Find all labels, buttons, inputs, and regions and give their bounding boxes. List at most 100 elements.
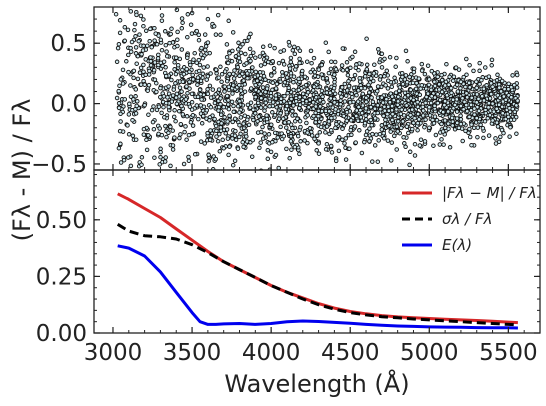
scatter-point xyxy=(305,121,309,125)
scatter-point xyxy=(407,131,411,135)
scatter-point xyxy=(464,85,468,89)
scatter-point xyxy=(146,89,150,93)
scatter-point xyxy=(459,80,463,84)
scatter-point xyxy=(146,44,150,48)
scatter-point xyxy=(219,126,223,130)
scatter-point xyxy=(246,118,250,122)
scatter-point xyxy=(433,104,437,108)
scatter-point xyxy=(306,114,310,118)
scatter-point xyxy=(226,103,230,107)
scatter-point xyxy=(418,144,422,148)
scatter-point xyxy=(138,71,142,75)
scatter-point xyxy=(136,100,140,104)
scatter-point xyxy=(221,138,225,142)
scatter-point xyxy=(233,206,237,210)
scatter-point xyxy=(256,101,260,105)
scatter-point xyxy=(416,100,420,104)
scatter-point xyxy=(277,117,281,121)
scatter-point xyxy=(415,81,419,85)
scatter-point xyxy=(324,148,328,152)
scatter-point xyxy=(445,62,449,66)
scatter-point xyxy=(180,27,184,31)
scatter-point xyxy=(153,61,157,65)
scatter-point xyxy=(347,79,351,83)
scatter-point xyxy=(118,129,122,133)
scatter-point xyxy=(382,137,386,141)
scatter-point xyxy=(348,101,352,105)
scatter-point xyxy=(498,86,502,90)
scatter-point xyxy=(115,60,119,64)
scatter-point xyxy=(368,127,372,131)
scatter-point xyxy=(375,133,379,137)
scatter-point xyxy=(126,156,130,160)
scatter-point xyxy=(128,102,132,106)
scatter-point xyxy=(271,140,275,144)
scatter-point xyxy=(147,113,151,117)
scatter-point xyxy=(227,107,231,111)
scatter-point xyxy=(259,64,263,68)
scatter-point xyxy=(413,142,417,146)
scatter-point xyxy=(142,63,146,67)
scatter-point xyxy=(363,75,367,79)
x-tick-label: 3000 xyxy=(84,340,143,366)
scatter-point xyxy=(386,112,390,116)
scatter-point xyxy=(363,140,367,144)
scatter-point xyxy=(236,65,240,69)
scatter-point xyxy=(380,52,384,56)
scatter-point xyxy=(243,114,247,118)
scatter-point xyxy=(130,40,134,44)
scatter-point xyxy=(127,70,131,74)
scatter-point xyxy=(515,104,519,108)
scatter-point xyxy=(465,96,469,100)
scatter-point xyxy=(398,86,402,90)
scatter-point xyxy=(187,155,191,159)
scatter-point xyxy=(361,104,365,108)
scatter-point xyxy=(296,134,300,138)
scatter-point xyxy=(273,71,277,75)
scatter-point xyxy=(153,156,157,160)
scatter-point xyxy=(403,91,407,95)
scatter-point xyxy=(496,73,500,77)
scatter-point xyxy=(187,159,191,163)
scatter-point xyxy=(165,50,169,54)
scatter-point xyxy=(421,105,425,109)
scatter-point xyxy=(123,98,127,102)
scatter-point xyxy=(249,87,253,91)
scatter-point xyxy=(190,32,194,36)
scatter-point xyxy=(274,87,278,91)
scatter-point xyxy=(317,142,321,146)
scatter-point xyxy=(150,45,154,49)
scatter-point xyxy=(123,25,127,29)
scatter-point xyxy=(287,86,291,90)
scatter-point xyxy=(244,52,248,56)
scatter-point xyxy=(270,123,274,127)
scatter-point xyxy=(508,135,512,139)
scatter-point xyxy=(313,137,317,141)
scatter-point xyxy=(321,77,325,81)
scatter-point xyxy=(317,109,321,113)
scatter-point xyxy=(390,141,394,145)
scatter-point xyxy=(134,95,138,99)
scatter-point xyxy=(245,135,249,139)
scatter-point xyxy=(492,110,496,114)
scatter-point xyxy=(468,135,472,139)
scatter-point xyxy=(117,106,121,110)
scatter-point xyxy=(134,46,138,50)
scatter-point xyxy=(447,122,451,126)
scatter-point xyxy=(360,111,364,115)
scatter-point xyxy=(426,64,430,68)
scatter-point xyxy=(249,59,253,63)
scatter-point xyxy=(297,88,301,92)
scatter-point xyxy=(163,30,167,34)
scatter-point xyxy=(509,126,513,130)
scatter-point xyxy=(141,49,145,53)
scatter-point xyxy=(383,75,387,79)
scatter-point xyxy=(217,88,221,92)
scatter-point xyxy=(215,129,219,133)
scatter-point xyxy=(186,56,190,60)
scatter-point xyxy=(462,75,466,79)
scatter-point xyxy=(448,75,452,79)
scatter-point xyxy=(301,98,305,102)
scatter-point xyxy=(135,13,139,17)
scatter-point xyxy=(428,105,432,109)
